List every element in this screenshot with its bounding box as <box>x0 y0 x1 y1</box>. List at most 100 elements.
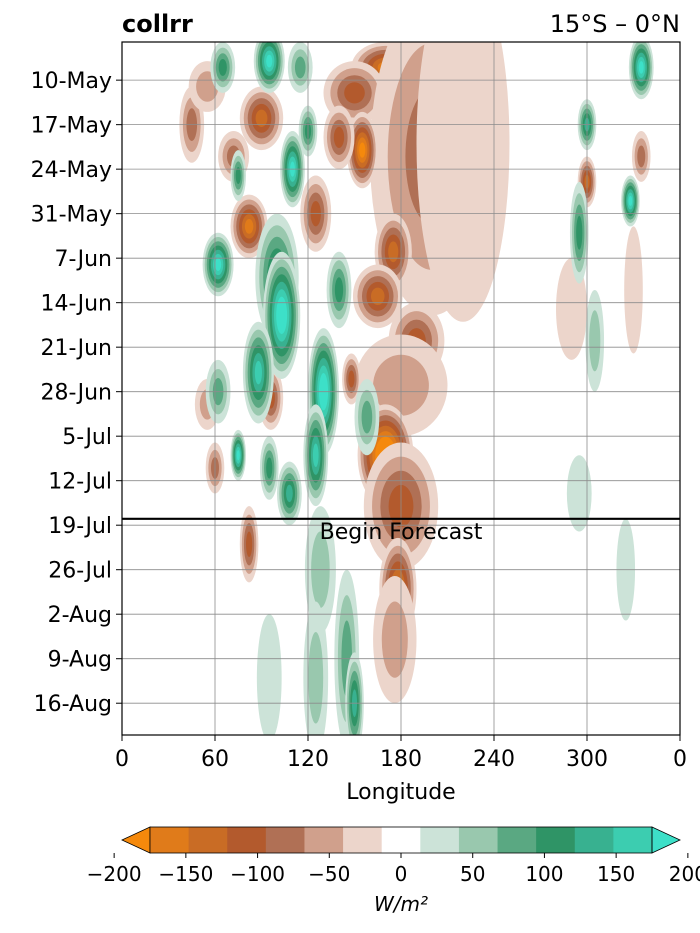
x-tick-label: 300 <box>566 747 608 772</box>
positive-anomaly-feature <box>303 601 329 735</box>
contour-band <box>266 457 273 479</box>
y-tick-label: 28-Jun <box>40 381 112 406</box>
y-tick-label: 12-Jul <box>48 470 112 495</box>
contour-band <box>278 304 285 327</box>
axes: 0 60 120 180 240 300 0 10-May 17-May 24-May 31-May… <box>31 41 687 772</box>
contour-band <box>370 287 385 305</box>
positive-anomaly-feature <box>210 42 236 93</box>
colorbar-segment <box>497 827 537 853</box>
colorbar-segment <box>613 827 653 853</box>
colorbar-tick-label: −200 <box>87 862 142 886</box>
contour-band <box>308 632 324 724</box>
colorbar-segment <box>458 827 498 853</box>
contour-band <box>361 400 373 434</box>
contour-band <box>359 142 366 158</box>
colorbar-segment <box>536 827 576 853</box>
contour-band <box>244 219 254 234</box>
negative-anomaly-feature <box>416 42 510 322</box>
colorbar-segment <box>343 827 383 853</box>
colorbar-segment <box>188 827 228 853</box>
y-tick-label: 9-Aug <box>48 648 112 673</box>
positive-anomaly-feature <box>287 42 313 93</box>
contour-band <box>628 195 633 207</box>
y-tick-label: 2-Aug <box>48 603 112 628</box>
contour-band <box>333 126 345 148</box>
y-tick-label: 26-Jul <box>48 559 112 584</box>
positive-anomaly-feature <box>263 251 301 379</box>
negative-anomaly-feature <box>323 105 355 170</box>
negative-anomaly-feature <box>373 576 417 704</box>
contour-band <box>381 601 408 678</box>
positive-anomaly-feature <box>628 42 654 100</box>
y-tick-label: 17-May <box>31 114 112 139</box>
positive-anomaly-feature <box>230 429 246 481</box>
x-tick-label: 60 <box>201 747 229 772</box>
positive-anomaly-feature <box>303 404 329 507</box>
contour-band <box>348 370 355 388</box>
contour-band <box>589 310 601 372</box>
negative-anomaly-feature <box>352 264 403 329</box>
colorbar-tick-label: 150 <box>597 862 635 886</box>
colorbar-tick-label: 50 <box>460 862 485 886</box>
y-tick-label: 24-May <box>31 158 112 183</box>
positive-anomaly-feature <box>354 378 380 456</box>
positive-anomaly-feature <box>277 461 302 526</box>
contour-band <box>638 61 644 74</box>
contour-band <box>294 56 306 79</box>
colorbar-tick-label: −150 <box>158 862 213 886</box>
colorbar-segment <box>150 827 190 853</box>
contour-band <box>235 167 241 184</box>
colorbar-segment <box>574 827 614 853</box>
contour-band <box>215 258 222 271</box>
negative-anomaly-feature <box>239 506 259 583</box>
colorbar-tick-label: 100 <box>525 862 563 886</box>
chart-title-right: 15°S – 0°N <box>550 10 680 38</box>
contour-band <box>344 82 365 104</box>
x-tick-label: 240 <box>473 747 515 772</box>
positive-anomaly-feature <box>259 436 279 500</box>
colorbar-tick-label: 0 <box>395 862 408 886</box>
contour-band <box>256 614 282 735</box>
colorbar-tick-label: −50 <box>308 862 350 886</box>
y-tick-label: 31-May <box>31 203 112 228</box>
negative-anomaly-feature <box>624 226 643 354</box>
contour-band <box>388 241 399 263</box>
colorbar: −200 −150 −100 −50 0 50 100 150 200 W/m² <box>87 826 700 916</box>
positive-anomaly-feature <box>326 251 352 329</box>
plot-area <box>122 42 680 735</box>
colorbar-tick-label: 200 <box>669 862 700 886</box>
contour-band <box>637 145 646 168</box>
contour-band <box>236 450 240 461</box>
positive-anomaly-feature <box>253 42 285 93</box>
colorbar-extend-low <box>121 826 151 854</box>
x-tick-label: 120 <box>287 747 329 772</box>
y-tick-label: 14-Jun <box>40 292 112 317</box>
forecast-label: Begin Forecast <box>320 520 483 545</box>
positive-anomaly-feature <box>566 455 592 532</box>
contour-band <box>566 455 592 532</box>
contour-band <box>416 42 510 322</box>
contour-band <box>255 109 268 127</box>
plot-frame <box>121 41 681 736</box>
positive-anomaly-feature <box>230 150 246 201</box>
positive-anomaly-feature <box>242 321 274 424</box>
x-tick-label: 0 <box>673 747 687 772</box>
y-tick-label: 5-Jul <box>62 425 112 450</box>
colorbar-segment <box>227 827 267 853</box>
negative-anomaly-feature <box>631 131 651 182</box>
colorbar-segment <box>265 827 305 853</box>
positive-anomaly-feature <box>256 614 282 735</box>
colorbar-label: W/m² <box>374 892 428 916</box>
positive-anomaly-feature <box>621 175 640 227</box>
colorbar-segment <box>304 827 344 853</box>
negative-anomaly-feature <box>363 442 439 570</box>
colorbar-tick-label: −100 <box>230 862 285 886</box>
negative-anomaly-feature <box>230 194 268 259</box>
x-tick-label: 180 <box>380 747 422 772</box>
contour-band <box>334 277 344 303</box>
y-tick-label: 10-May <box>31 69 112 94</box>
gridlines <box>122 42 680 735</box>
positive-anomaly-feature <box>202 232 234 297</box>
contour-band <box>246 531 253 557</box>
positive-anomaly-feature <box>585 289 605 392</box>
